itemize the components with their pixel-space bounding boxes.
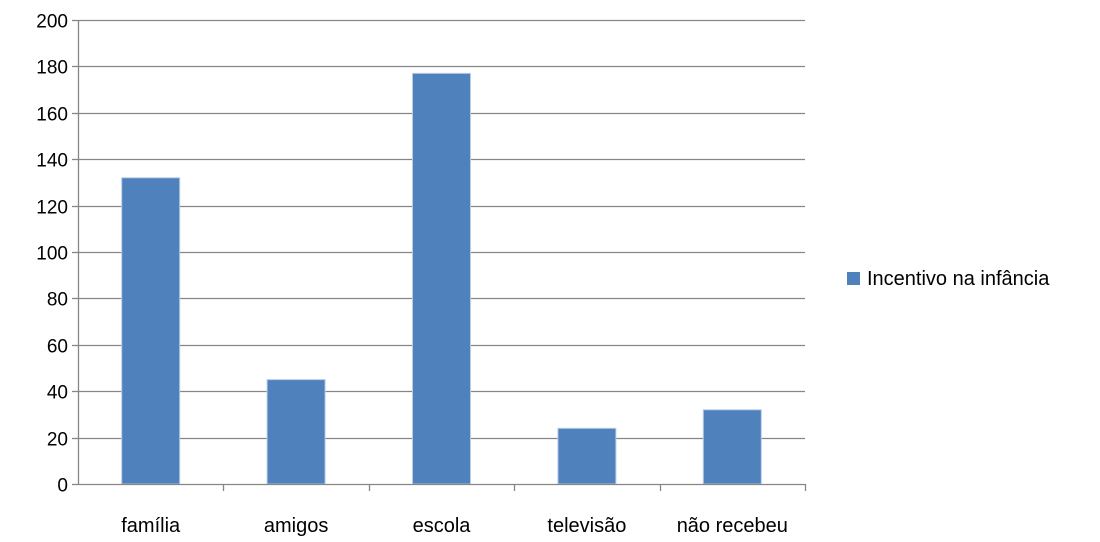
y-tick-label: 160 — [36, 105, 68, 126]
y-tick-label: 120 — [36, 198, 68, 219]
y-tick-label: 40 — [47, 383, 68, 404]
bar-2 — [412, 72, 471, 485]
y-axis-ticks: 0 20 40 60 80 100 120 140 160 180 200 — [36, 12, 78, 497]
x-category-label: televisão — [547, 515, 626, 537]
x-category-label: família — [121, 515, 181, 537]
y-tick-label: 80 — [47, 290, 68, 311]
y-tick-label: 100 — [36, 244, 68, 265]
y-tick-label: 180 — [36, 58, 68, 79]
y-tick-label: 200 — [36, 12, 68, 33]
bar-1 — [266, 379, 326, 485]
y-tick-label: 20 — [47, 430, 68, 451]
legend: Incentivo na infância — [847, 268, 1050, 290]
x-category-label: não recebeu — [677, 515, 788, 537]
bars — [121, 72, 762, 485]
x-axis-labels: família amigos escola televisão não recebeu — [121, 515, 788, 537]
y-tick-label: 140 — [36, 151, 68, 172]
x-category-label: escola — [413, 515, 472, 537]
x-category-label: amigos — [264, 515, 328, 537]
legend-label: Incentivo na infância — [867, 268, 1050, 290]
y-tick-label: 0 — [57, 476, 68, 497]
legend-swatch — [847, 272, 860, 285]
bar-4 — [702, 409, 762, 485]
bar-0 — [121, 177, 181, 485]
y-tick-label: 60 — [47, 337, 68, 358]
bar-3 — [557, 427, 617, 485]
axes — [77, 20, 807, 491]
